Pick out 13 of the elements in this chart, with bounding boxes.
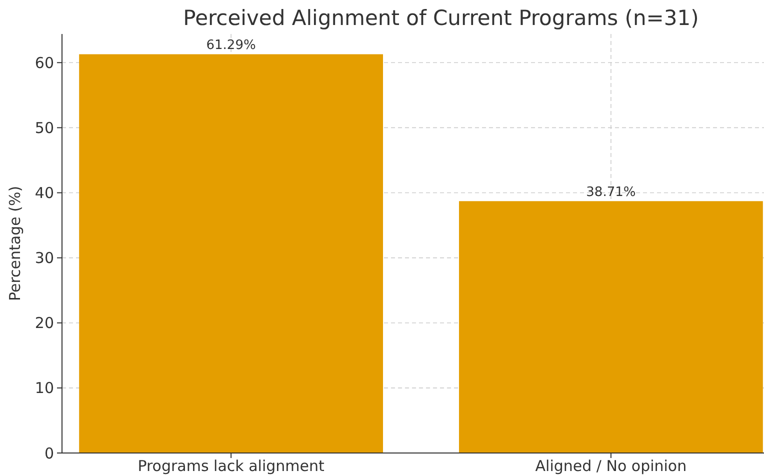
y-axis-title: Percentage (%) (6, 186, 24, 302)
y-tick-label: 20 (34, 314, 54, 332)
y-tick-label: 0 (44, 444, 54, 462)
y-tick-label: 10 (34, 379, 54, 398)
x-tick-label: Programs lack alignment (138, 457, 325, 475)
chart-title: Perceived Alignment of Current Programs (n=31) (183, 6, 699, 30)
y-tick-label: 60 (34, 54, 54, 72)
y-tick-label: 40 (34, 184, 54, 202)
x-tick-label: Aligned / No opinion (535, 457, 687, 475)
y-tick-label: 50 (34, 118, 54, 137)
data-label: 61.29% (206, 38, 256, 54)
data-label: 38.71% (586, 185, 636, 200)
y-tick-label: 30 (34, 249, 54, 268)
